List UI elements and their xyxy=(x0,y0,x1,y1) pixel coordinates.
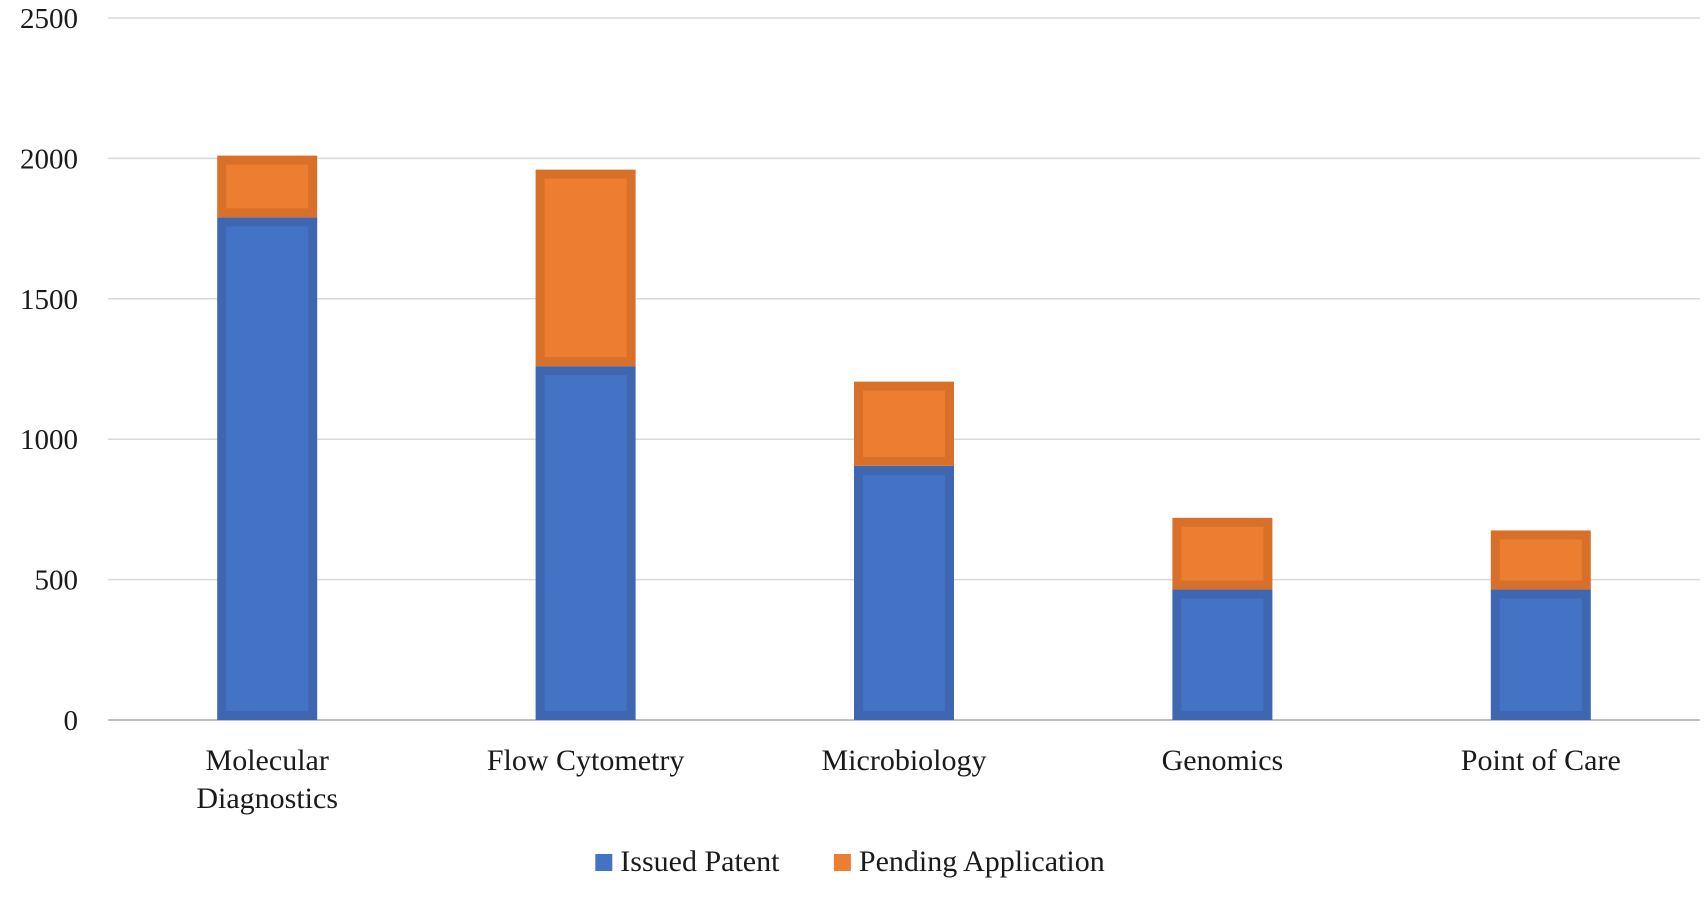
bar-segment-fill xyxy=(1499,598,1582,711)
legend-label: Pending Application xyxy=(859,845,1105,878)
bar-segment-fill xyxy=(544,178,627,358)
legend: Issued Patent Pending Application xyxy=(595,845,1105,878)
y-tick-label: 2000 xyxy=(20,143,78,175)
y-tick-label: 1500 xyxy=(20,284,78,316)
y-axis-ticks: 0 500 1000 1500 2000 2500 xyxy=(20,3,78,737)
legend-swatch xyxy=(595,854,613,871)
legend-swatch xyxy=(833,854,851,871)
bar-segment-fill xyxy=(1181,598,1264,711)
x-tick-label: Genomics xyxy=(1162,744,1284,777)
x-tick-label: Flow Cytometry xyxy=(487,744,685,777)
bar-segment-pending-application xyxy=(535,169,636,367)
bar-segment-fill xyxy=(1181,526,1264,581)
bar-segment-pending-application xyxy=(1490,530,1591,590)
bar-segment-issued-patent xyxy=(1490,589,1591,720)
y-tick-label: 0 xyxy=(64,705,79,737)
bar-segment-fill xyxy=(863,474,945,711)
y-tick-label: 1000 xyxy=(20,424,78,456)
bar-segment-fill xyxy=(226,226,309,712)
y-tick-label: 2500 xyxy=(20,3,78,35)
x-tick-label: Point of Care xyxy=(1461,744,1621,777)
bar-segment-issued-patent xyxy=(535,366,636,720)
bar-segment-issued-patent xyxy=(854,465,954,720)
bar-segment-pending-application xyxy=(854,381,954,466)
bar-segment-issued-patent xyxy=(1172,589,1273,720)
x-axis-ticks: Molecular Diagnostics Flow Cytometry Microb… xyxy=(196,744,1620,815)
bar-segment-fill xyxy=(863,390,945,457)
bar-segment-fill xyxy=(1499,539,1582,581)
legend-item-pending-application: Pending Application xyxy=(833,845,1105,878)
bar-segment-pending-application xyxy=(217,155,318,218)
y-tick-label: 500 xyxy=(35,565,79,597)
legend-label: Issued Patent xyxy=(620,845,780,878)
x-tick-label: Microbiology xyxy=(822,744,987,777)
bar-segment-issued-patent xyxy=(217,217,318,721)
bars xyxy=(217,155,1591,721)
legend-item-issued-patent: Issued Patent xyxy=(595,845,780,878)
bar-segment-pending-application xyxy=(1172,517,1273,590)
x-tick-label: Molecular Diagnostics xyxy=(196,744,338,815)
bar-segment-fill xyxy=(544,375,627,711)
bar-segment-fill xyxy=(226,164,309,209)
